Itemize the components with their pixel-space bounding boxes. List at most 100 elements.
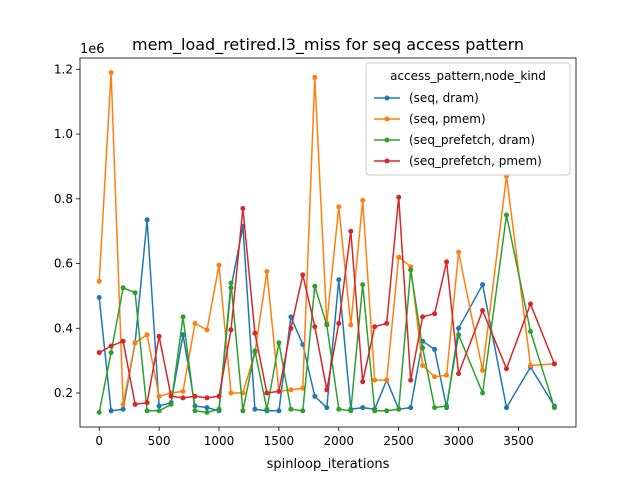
data-point: [432, 346, 438, 352]
data-point: [156, 393, 162, 399]
data-point: [288, 387, 294, 393]
data-point: [312, 283, 318, 289]
data-point: [156, 333, 162, 339]
data-point: [528, 301, 533, 307]
data-point: [204, 409, 210, 415]
data-point: [504, 405, 509, 411]
data-point: [480, 282, 486, 288]
data-point: [180, 388, 186, 394]
data-point: [480, 367, 486, 373]
data-point: [432, 374, 438, 380]
axes-frame: [79, 57, 577, 428]
data-point: [336, 204, 342, 210]
data-point: [228, 390, 234, 396]
y-tick-label: 0.4: [54, 321, 73, 335]
data-point: [108, 343, 114, 349]
x-tick-label: 3000: [443, 434, 474, 448]
data-point: [288, 406, 294, 412]
data-point: [336, 320, 342, 326]
data-point: [480, 308, 486, 313]
data-point: [420, 363, 426, 368]
data-point: [192, 320, 198, 326]
data-point: [276, 388, 282, 394]
data-point: [360, 405, 366, 411]
data-point: [551, 361, 557, 367]
data-point: [480, 390, 486, 396]
data-point: [336, 277, 342, 283]
data-point: [120, 406, 126, 412]
data-point: [528, 329, 533, 334]
data-point: [204, 405, 210, 411]
data-point: [444, 403, 450, 409]
data-point: [276, 408, 282, 414]
data-point: [372, 408, 378, 414]
data-point: [264, 406, 270, 412]
data-point: [504, 366, 509, 372]
data-point: [372, 324, 378, 330]
data-point: [528, 363, 533, 368]
data-point: [120, 338, 126, 344]
data-point: [312, 74, 318, 80]
data-point: [384, 377, 390, 383]
x-tick-label: 500: [148, 434, 171, 448]
data-point: [408, 377, 414, 383]
data-point: [120, 285, 126, 291]
y-tick-label: 1.0: [54, 127, 73, 141]
data-point: [312, 393, 318, 399]
data-point: [348, 228, 354, 234]
data-point: [132, 401, 138, 407]
legend-swatch-marker: [384, 158, 390, 164]
data-point: [348, 322, 354, 328]
series-group: [96, 194, 557, 407]
plot-area: 0 500 1000 1500 2000 2500 3000 3500 0.2 0.4 0.6 0.8…: [54, 57, 577, 448]
data-point: [288, 314, 294, 320]
data-point: [120, 401, 126, 407]
data-point: [300, 272, 306, 278]
data-point: [324, 322, 330, 328]
x-tick-label: 0: [95, 434, 103, 448]
legend-entry-label: (seq_prefetch, dram): [409, 133, 535, 147]
x-axis-label: spinloop_iterations: [267, 457, 390, 472]
data-point: [96, 409, 102, 415]
data-point: [144, 217, 150, 223]
data-point: [240, 408, 246, 414]
x-tick-label: 2500: [383, 434, 414, 448]
y-tick-label: 0.8: [54, 192, 73, 206]
data-point: [396, 254, 402, 260]
data-point: [144, 332, 150, 338]
data-point: [456, 249, 462, 255]
data-point: [168, 393, 174, 399]
data-point: [324, 405, 330, 411]
data-point: [168, 401, 174, 407]
data-point: [240, 206, 246, 211]
y-tick-label: 0.2: [54, 386, 73, 400]
data-point: [216, 406, 222, 412]
series-group: [96, 212, 557, 415]
data-point: [144, 400, 150, 406]
legend-box: [365, 62, 571, 176]
data-point: [384, 320, 390, 326]
data-point: [408, 405, 414, 411]
data-point: [108, 350, 114, 356]
data-point: [132, 290, 138, 296]
legend-entry-label: (seq_prefetch, pmem): [409, 154, 542, 168]
data-point: [336, 406, 342, 412]
data-point: [551, 405, 557, 411]
data-point: [96, 295, 102, 300]
data-point: [180, 314, 186, 320]
legend-entry-label: (seq, dram): [409, 91, 479, 105]
data-point: [252, 406, 258, 412]
data-point: [288, 325, 294, 331]
y-tick-label: 0.6: [54, 257, 73, 271]
data-point: [180, 395, 186, 401]
data-point: [456, 325, 462, 331]
data-point: [300, 385, 306, 391]
legend-swatch-marker: [384, 95, 390, 101]
y-tick-label: 1.2: [54, 62, 73, 76]
data-point: [204, 395, 210, 401]
data-point: [252, 330, 258, 336]
x-tick-label: 3500: [503, 434, 534, 448]
data-point: [372, 377, 378, 383]
